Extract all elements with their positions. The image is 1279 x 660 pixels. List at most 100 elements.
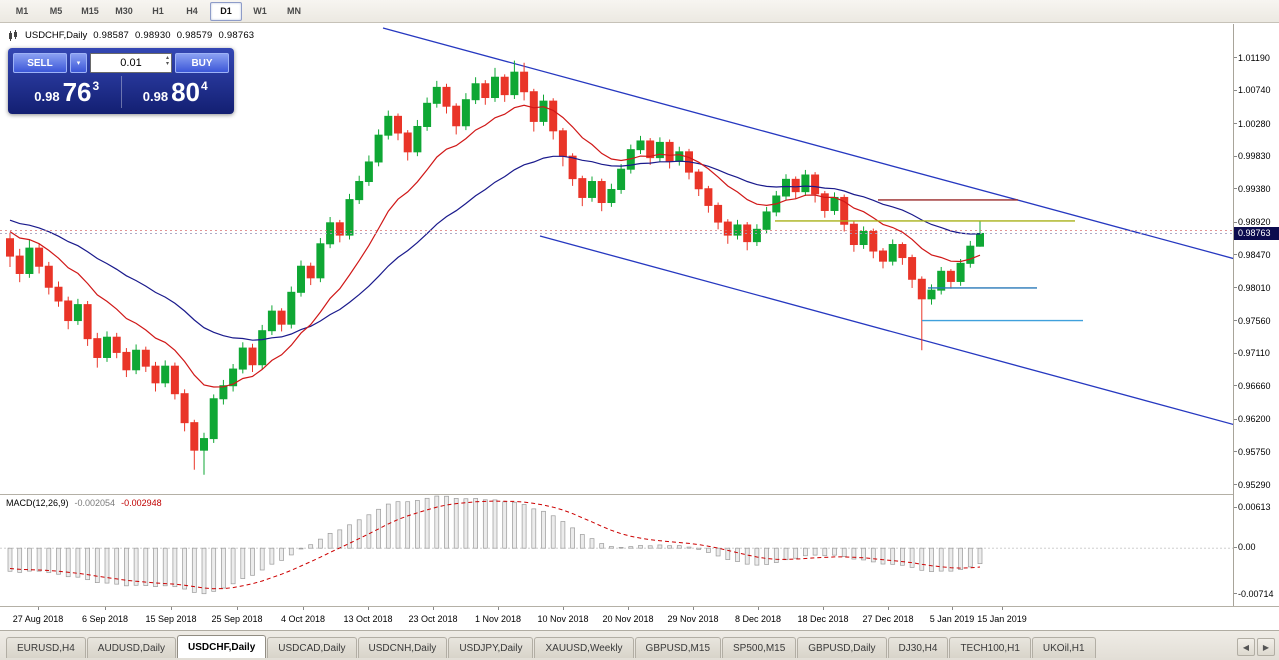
date-tick [823, 607, 824, 610]
sell-button[interactable]: SELL [13, 53, 67, 73]
macd-name: MACD(12,26,9) [6, 498, 69, 508]
price-axis-tick [1234, 89, 1237, 91]
price-axis-label: 0.98470 [1238, 249, 1271, 260]
sell-price-prefix: 0.98 [34, 88, 60, 104]
date-label: 20 Nov 2018 [602, 614, 654, 624]
chart-tab-gbpusd-daily[interactable]: GBPUSD,Daily [797, 637, 887, 658]
chart-tab-eurusd-h4[interactable]: EURUSD,H4 [6, 637, 86, 658]
chart-tab-tech100-h1[interactable]: TECH100,H1 [949, 637, 1031, 658]
ohlc-close: 0.98763 [218, 30, 255, 41]
date-label: 1 Nov 2018 [474, 614, 522, 624]
date-tick [171, 607, 172, 610]
timeframe-button-m1[interactable]: M1 [15, 6, 29, 16]
buy-price-pips: 80 [171, 77, 201, 107]
date-tick [237, 607, 238, 610]
date-tick [563, 607, 564, 610]
price-axis-label: 0.97560 [1238, 315, 1271, 326]
timeframe-button-m5[interactable]: M5 [49, 6, 63, 16]
date-axis[interactable]: 27 Aug 2018 6 Sep 2018 15 Sep 2018 25 Sep 2… [0, 606, 1279, 630]
date-tick [368, 607, 369, 610]
macd-axis-label: -0.00714 [1238, 588, 1274, 599]
date-label: 29 Nov 2018 [667, 614, 719, 624]
chart-tab-gbpusd-m15[interactable]: GBPUSD,M15 [634, 637, 722, 658]
chart-tab-dj30-h4[interactable]: DJ30,H4 [887, 637, 949, 658]
price-axis-tick [1234, 320, 1237, 322]
chart-tab-usdcnh-daily[interactable]: USDCNH,Daily [357, 637, 448, 658]
date-tick [758, 607, 759, 610]
date-label: 4 Oct 2018 [280, 614, 326, 624]
current-price-badge: 0.98763 [1234, 226, 1279, 240]
ma-slow-line [9, 155, 981, 341]
buy-price[interactable]: 0.98 80 4 [122, 76, 230, 108]
sell-price[interactable]: 0.98 76 3 [13, 76, 122, 108]
timeframe-button-h1[interactable]: H1 [152, 6, 164, 16]
date-label: 8 Dec 2018 [734, 614, 782, 624]
volume-input[interactable]: 0.01 ▴ ▾ [90, 53, 172, 73]
chart-tab-audusd-daily[interactable]: AUDUSD,Daily [86, 637, 177, 658]
price-axis-label: 1.00280 [1238, 118, 1271, 129]
arrow-right-icon: ▶ [1262, 642, 1270, 652]
timeframe-button-h4[interactable]: H4 [186, 6, 198, 16]
date-tick [628, 607, 629, 610]
macd-chart-svg[interactable] [0, 494, 1233, 606]
macd-histogram [7, 495, 983, 595]
price-axis-label: 0.96200 [1238, 414, 1271, 425]
macd-axis-tick [1234, 506, 1237, 508]
date-label: 6 Sep 2018 [81, 614, 129, 624]
chart-tab-usdcad-daily[interactable]: USDCAD,Daily [267, 637, 357, 658]
macd-axis-label: 0.00 [1238, 542, 1256, 553]
chart-symbol-label: USDCHF,Daily [25, 30, 88, 41]
buy-price-prefix: 0.98 [142, 88, 169, 104]
macd-axis-label: 0.00613 [1238, 502, 1271, 512]
trendline [382, 27, 1233, 260]
date-tick [433, 607, 434, 610]
date-label: 13 Oct 2018 [343, 614, 393, 624]
spinner-down-icon: ▾ [165, 61, 169, 67]
macd-signal-line [9, 500, 981, 590]
chart-tab-ukoil-h1[interactable]: UKOil,H1 [1031, 637, 1096, 658]
volume-dropdown-button[interactable]: ▾ [70, 53, 87, 73]
buy-button[interactable]: BUY [175, 53, 229, 73]
date-label: 23 Oct 2018 [408, 614, 458, 624]
date-tick [303, 607, 304, 610]
chart-tab-usdchf-daily[interactable]: USDCHF,Daily [177, 635, 267, 658]
timeframe-button-mn[interactable]: MN [287, 6, 301, 16]
sell-price-pips: 76 [62, 77, 92, 107]
chart-tab-usdjpy-daily[interactable]: USDJPY,Daily [448, 637, 534, 658]
buy-price-point: 4 [201, 79, 208, 93]
ohlc-high: 0.98930 [135, 30, 171, 41]
price-axis-tick [1234, 418, 1237, 420]
price-axis-tick [1234, 352, 1237, 354]
candles [6, 60, 984, 475]
price-axis-label: 1.01190 [1238, 52, 1270, 63]
tab-scroll-arrows: ◀ ▶ [1237, 638, 1275, 658]
price-axis-tick [1234, 385, 1237, 387]
chart-tab-sp500-m15[interactable]: SP500,M15 [722, 637, 797, 658]
macd-axis-tick [1234, 593, 1237, 595]
chart-tab-xauusd-weekly[interactable]: XAUUSD,Weekly [534, 637, 634, 658]
price-axis-tick [1234, 57, 1237, 59]
date-label: 5 Jan 2019 [929, 614, 975, 624]
price-axis[interactable]: 0.98763 1.01190 1.00740 1.00280 0.99830 0.99… [1233, 24, 1279, 630]
price-axis-tick [1234, 451, 1237, 453]
price-axis-label: 0.96660 [1238, 380, 1271, 391]
price-axis-label: 0.99380 [1238, 183, 1271, 194]
current-price-value: 0.98763 [1238, 228, 1271, 239]
volume-value: 0.01 [120, 57, 142, 69]
timeframe-button-d1[interactable]: D1 [210, 1, 242, 21]
tab-scroll-right-button[interactable]: ▶ [1257, 638, 1275, 656]
volume-spinner[interactable]: ▴ ▾ [166, 55, 169, 67]
timeframe-toolbar: M1 M5 M15 M30 H1 H4 D1 W1 MN [0, 0, 1279, 23]
timeframe-button-m15[interactable]: M15 [81, 6, 99, 16]
one-click-trading-panel: SELL ▾ 0.01 ▴ ▾ BUY 0.98 76 3 0.98 80 [8, 48, 234, 114]
price-axis-tick [1234, 484, 1237, 486]
timeframe-button-w1[interactable]: W1 [253, 6, 267, 16]
date-label: 25 Sep 2018 [211, 614, 263, 624]
timeframe-button-m30[interactable]: M30 [115, 6, 133, 16]
date-label: 18 Dec 2018 [797, 614, 849, 624]
candlestick-chart-icon [9, 30, 17, 41]
trendline [539, 235, 1233, 426]
date-tick [888, 607, 889, 610]
tab-scroll-left-button[interactable]: ◀ [1237, 638, 1255, 656]
chart-ohlc-header: USDCHF,Daily 0.98587 0.98930 0.98579 0.9… [8, 30, 254, 41]
